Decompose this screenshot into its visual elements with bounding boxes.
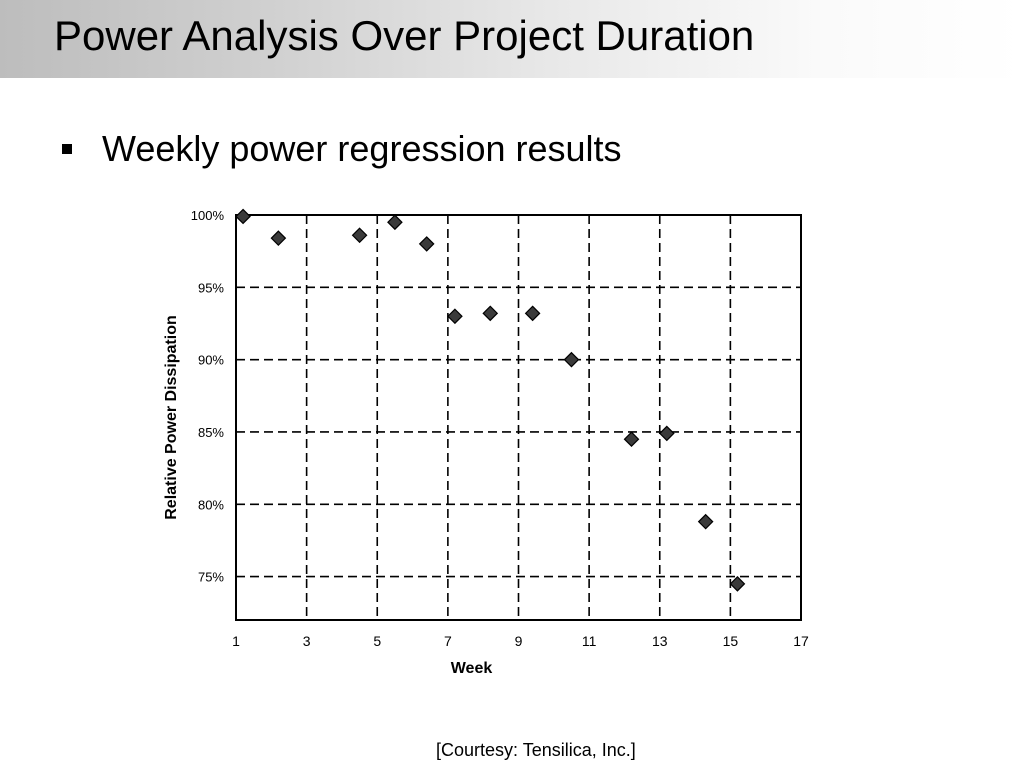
y-tick-label: 90%	[198, 353, 224, 368]
data-point	[563, 351, 580, 368]
x-tick-label: 1	[232, 633, 240, 649]
x-tick-label: 15	[723, 633, 739, 649]
y-tick-label: 80%	[198, 497, 224, 512]
square-bullet-icon	[62, 144, 72, 154]
data-point	[447, 308, 463, 325]
y-axis-label: Relative Power Dissipation	[163, 315, 180, 520]
y-tick-label: 95%	[198, 280, 224, 295]
x-tick-label: 9	[515, 633, 523, 649]
data-point	[270, 230, 287, 246]
x-tick-label: 3	[303, 633, 311, 649]
data-point	[418, 236, 435, 252]
bullet-text: Weekly power regression results	[102, 128, 622, 169]
slide-title: Power Analysis Over Project Duration	[54, 12, 755, 59]
scatter-chart: 1 3 5 7 9 11 13 15 1775%80%85%90%95%100%WeekRela…	[163, 208, 809, 677]
y-tick-label: 75%	[198, 570, 224, 585]
data-point	[524, 305, 541, 322]
x-tick-label: 17	[793, 633, 809, 649]
data-point	[482, 305, 499, 322]
x-tick-label: 5	[373, 633, 381, 649]
title-bar: Power Analysis Over Project Duration	[0, 0, 1024, 78]
data-point	[235, 208, 251, 225]
courtesy-note: [Courtesy: Tensilica, Inc.]	[436, 740, 636, 760]
data-point	[387, 214, 403, 231]
x-tick-label: 13	[652, 633, 668, 649]
data-point	[697, 513, 714, 530]
y-tick-label: 85%	[198, 425, 224, 440]
data-point	[351, 227, 368, 244]
x-axis-label: Week	[451, 660, 493, 677]
data-point	[658, 425, 675, 442]
x-tick-label: 7	[444, 633, 452, 649]
data-point	[623, 431, 640, 448]
plot-border	[235, 214, 802, 621]
x-tick-label: 11	[582, 633, 597, 649]
y-tick-label: 100%	[191, 208, 225, 223]
data-point	[729, 575, 746, 592]
